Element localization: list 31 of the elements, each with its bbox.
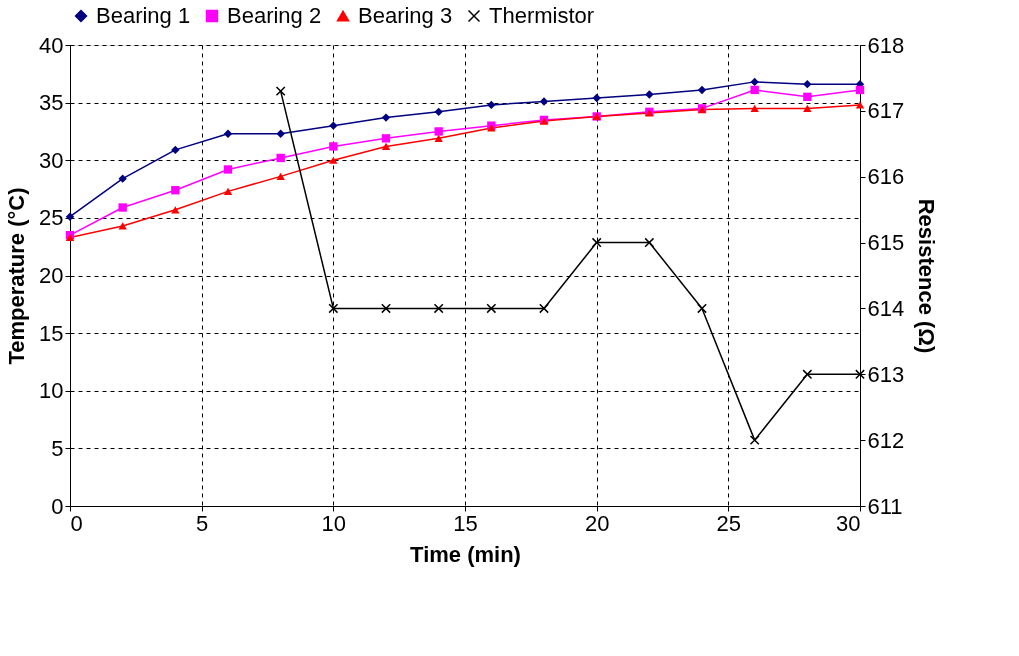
legend-label: Bearing 1 (96, 3, 191, 28)
legend-label: Bearing 3 (358, 3, 453, 28)
x-tick-label: 0 (70, 510, 83, 536)
y2-tick-label: 617 (867, 98, 905, 124)
y-axis-title: Temperature (°C) (4, 187, 30, 365)
y-tick-label: 15 (39, 320, 64, 346)
y-tick-label: 20 (39, 263, 64, 288)
x-tick-label: 15 (453, 510, 478, 536)
y-tick-label: 10 (39, 378, 64, 404)
y2-tick-label: 611 (867, 493, 903, 519)
x-tick-label: 25 (716, 510, 742, 536)
legend-label: Thermistor (489, 3, 595, 28)
y-tick-label: 5 (51, 435, 64, 461)
y2-tick-label: 615 (867, 230, 905, 256)
y2-tick-label: 616 (867, 164, 905, 190)
y-tick-label: 30 (39, 147, 64, 173)
y-tick-label: 40 (39, 32, 64, 58)
x-tick-label: 30 (836, 510, 861, 536)
y2-tick-label: 613 (867, 361, 905, 387)
legend-label: Bearing 2 (227, 3, 322, 28)
x-tick-label: 20 (584, 510, 610, 536)
x-tick-label: 10 (321, 510, 347, 536)
y2-tick-label: 618 (867, 32, 905, 58)
y2-tick-label: 612 (867, 427, 905, 453)
y-tick-label: 35 (39, 90, 64, 116)
x-tick-label: 5 (196, 510, 209, 536)
x-axis-title: Time (min) (410, 541, 521, 567)
y2-axis-title: Resistence (Ω) (914, 198, 940, 354)
y2-tick-label: 614 (867, 295, 905, 321)
y-tick-label: 0 (51, 493, 64, 519)
y-tick-label: 25 (39, 205, 64, 231)
